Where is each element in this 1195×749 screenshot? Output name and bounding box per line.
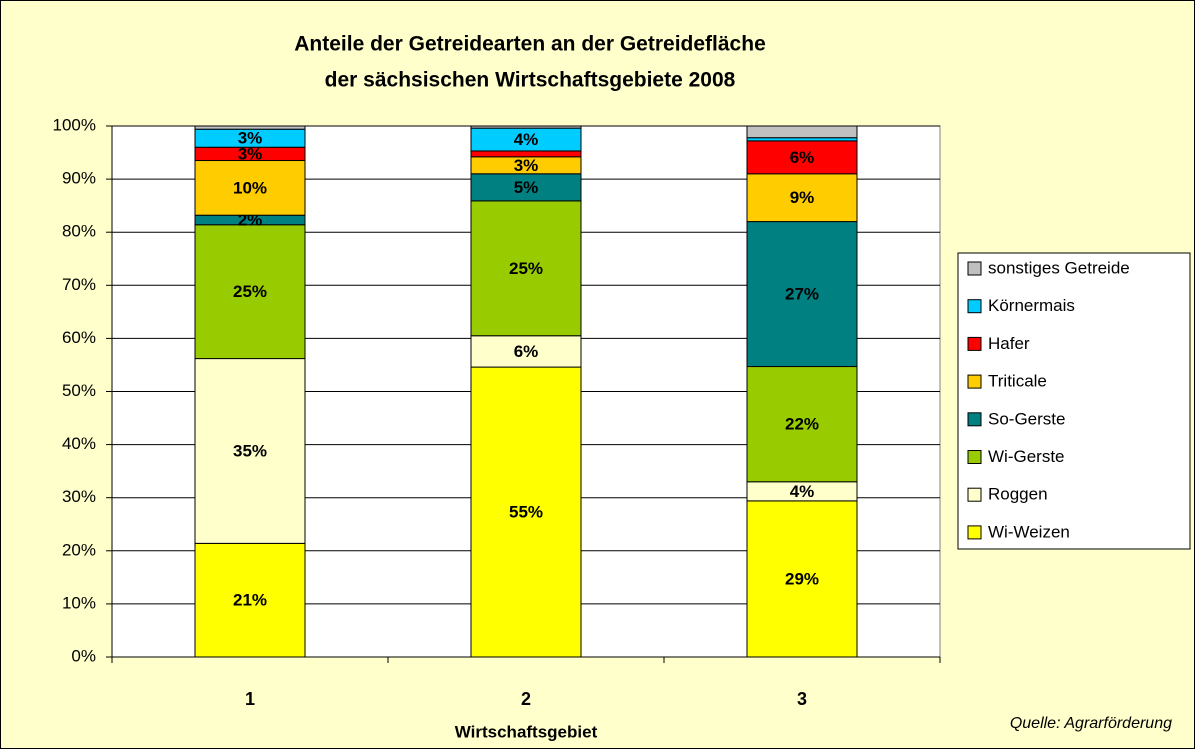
legend-label: So-Gerste [988, 409, 1065, 428]
x-tick-label: 1 [245, 689, 255, 709]
y-tick-label: 100% [53, 115, 96, 134]
bar-segment [470, 125, 582, 129]
y-tick-label: 10% [62, 593, 96, 612]
legend-swatch [967, 261, 982, 276]
bar-segment [470, 366, 582, 658]
chart-title: Anteile der Getreidearten an der Getreid… [294, 33, 766, 56]
legend-swatch [967, 336, 982, 351]
data-label: 22% [785, 415, 819, 434]
data-label: 9% [790, 188, 815, 207]
legend-label: Wi-Weizen [988, 522, 1070, 541]
bar-segment [470, 173, 582, 202]
bar-segment [746, 500, 858, 658]
legend-swatch [967, 412, 982, 427]
data-label: 4% [514, 130, 539, 149]
data-label: 6% [790, 148, 815, 167]
x-tick-label: 2 [521, 689, 531, 709]
bar-segment [194, 125, 306, 130]
legend-swatch [967, 487, 982, 502]
data-label: 3% [238, 144, 263, 163]
y-tick-label: 30% [62, 487, 96, 506]
legend-box [957, 252, 1191, 550]
y-tick-label: 80% [62, 222, 96, 241]
y-tick-label: 50% [62, 381, 96, 400]
data-label: 29% [785, 569, 819, 588]
legend-label: Wi-Gerste [988, 447, 1065, 466]
bar-segment [746, 173, 858, 223]
data-label: 3% [514, 156, 539, 175]
bar-segment [194, 160, 306, 216]
y-tick-label: 0% [71, 646, 96, 665]
x-tick-label: 3 [797, 689, 807, 709]
legend-label: Körnermais [988, 296, 1075, 315]
data-label: 25% [509, 259, 543, 278]
data-label: 3% [238, 129, 263, 148]
data-label: 4% [790, 482, 815, 501]
legend-label: Roggen [988, 485, 1048, 504]
legend-label: sonstiges Getreide [988, 258, 1130, 277]
y-tick-label: 60% [62, 328, 96, 347]
bar-segment [746, 140, 858, 175]
data-label: 10% [233, 178, 267, 197]
legend-swatch [967, 525, 982, 540]
data-label: 21% [233, 591, 267, 610]
data-label: 27% [785, 285, 819, 304]
legend-label: Triticale [988, 372, 1047, 391]
bar-segment [746, 366, 858, 483]
data-label: 5% [514, 178, 539, 197]
source-note: Quelle: Agrarförderung [1010, 715, 1172, 732]
bar-segment [194, 224, 306, 360]
x-axis-label: Wirtschaftsgebiet [455, 722, 598, 741]
legend-swatch [967, 299, 982, 314]
bar-segment [470, 150, 582, 158]
bar-segment [746, 221, 858, 368]
legend-label: Hafer [988, 334, 1030, 353]
data-label: 35% [233, 441, 267, 460]
y-tick-label: 90% [62, 169, 96, 188]
chart-subtitle: der sächsischen Wirtschaftsgebiete 2008 [325, 69, 736, 92]
bar-segment [470, 335, 582, 368]
y-tick-label: 70% [62, 275, 96, 294]
bar-segment [194, 358, 306, 544]
data-label: 55% [509, 503, 543, 522]
data-label: 25% [233, 282, 267, 301]
legend-swatch [967, 450, 982, 464]
y-tick-label: 20% [62, 540, 96, 559]
bar-segment [746, 125, 858, 139]
data-label: 6% [514, 342, 539, 361]
bar-segment [470, 200, 582, 337]
legend-swatch [967, 374, 982, 389]
y-tick-label: 40% [62, 434, 96, 453]
